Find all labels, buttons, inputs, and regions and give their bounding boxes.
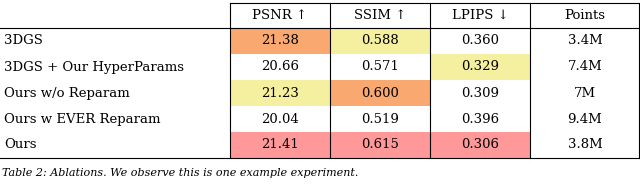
Text: 21.41: 21.41 — [261, 138, 299, 152]
Text: 0.360: 0.360 — [461, 35, 499, 48]
Text: Ours w EVER Reparam: Ours w EVER Reparam — [4, 113, 161, 126]
Text: 3DGS + Our HyperParams: 3DGS + Our HyperParams — [4, 60, 184, 74]
Text: 0.396: 0.396 — [461, 113, 499, 126]
Text: 20.66: 20.66 — [261, 60, 299, 74]
Text: 3DGS: 3DGS — [4, 35, 43, 48]
Text: 0.306: 0.306 — [461, 138, 499, 152]
Text: PSNR ↑: PSNR ↑ — [252, 9, 308, 22]
Text: 7M: 7M — [574, 87, 596, 99]
Text: 7.4M: 7.4M — [568, 60, 602, 74]
Text: LPIPS ↓: LPIPS ↓ — [452, 9, 508, 22]
Text: 0.309: 0.309 — [461, 87, 499, 99]
Text: Points: Points — [564, 9, 605, 22]
Text: Table 2: Ablations. We observe this is one example experiment.: Table 2: Ablations. We observe this is o… — [2, 168, 358, 178]
Text: 0.329: 0.329 — [461, 60, 499, 74]
Text: 0.588: 0.588 — [361, 35, 399, 48]
Text: 3.8M: 3.8M — [568, 138, 602, 152]
Text: 0.571: 0.571 — [361, 60, 399, 74]
Text: 9.4M: 9.4M — [568, 113, 602, 126]
Text: 20.04: 20.04 — [261, 113, 299, 126]
Text: Ours: Ours — [4, 138, 36, 152]
Text: 0.519: 0.519 — [361, 113, 399, 126]
Text: 21.23: 21.23 — [261, 87, 299, 99]
Text: 21.38: 21.38 — [261, 35, 299, 48]
Text: 0.615: 0.615 — [361, 138, 399, 152]
Text: Ours w/o Reparam: Ours w/o Reparam — [4, 87, 130, 99]
Text: SSIM ↑: SSIM ↑ — [354, 9, 406, 22]
Text: 3.4M: 3.4M — [568, 35, 602, 48]
Text: 0.600: 0.600 — [361, 87, 399, 99]
